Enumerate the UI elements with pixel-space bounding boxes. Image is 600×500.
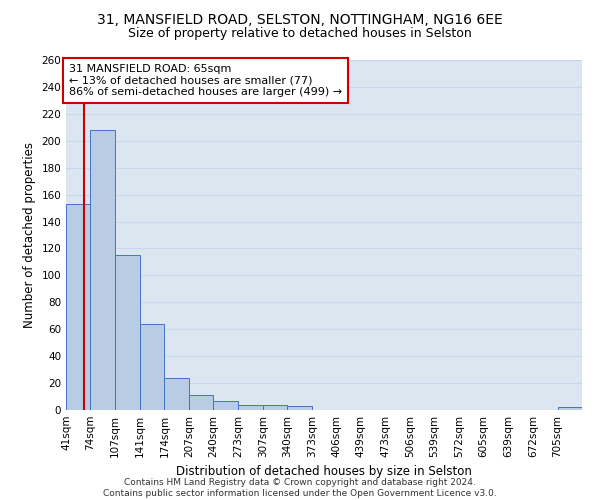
Bar <box>140 324 164 410</box>
Bar <box>66 204 91 410</box>
Bar <box>189 395 214 410</box>
Text: 31, MANSFIELD ROAD, SELSTON, NOTTINGHAM, NG16 6EE: 31, MANSFIELD ROAD, SELSTON, NOTTINGHAM,… <box>97 12 503 26</box>
Bar <box>287 406 312 410</box>
Text: Contains HM Land Registry data © Crown copyright and database right 2024.
Contai: Contains HM Land Registry data © Crown c… <box>103 478 497 498</box>
Y-axis label: Number of detached properties: Number of detached properties <box>23 142 36 328</box>
Bar <box>557 408 582 410</box>
X-axis label: Distribution of detached houses by size in Selston: Distribution of detached houses by size … <box>176 466 472 478</box>
Bar <box>164 378 189 410</box>
Bar <box>214 400 238 410</box>
Bar <box>115 255 140 410</box>
Text: 31 MANSFIELD ROAD: 65sqm
← 13% of detached houses are smaller (77)
86% of semi-d: 31 MANSFIELD ROAD: 65sqm ← 13% of detach… <box>69 64 342 97</box>
Bar <box>91 130 115 410</box>
Bar <box>263 404 287 410</box>
Bar <box>238 404 263 410</box>
Text: Size of property relative to detached houses in Selston: Size of property relative to detached ho… <box>128 28 472 40</box>
